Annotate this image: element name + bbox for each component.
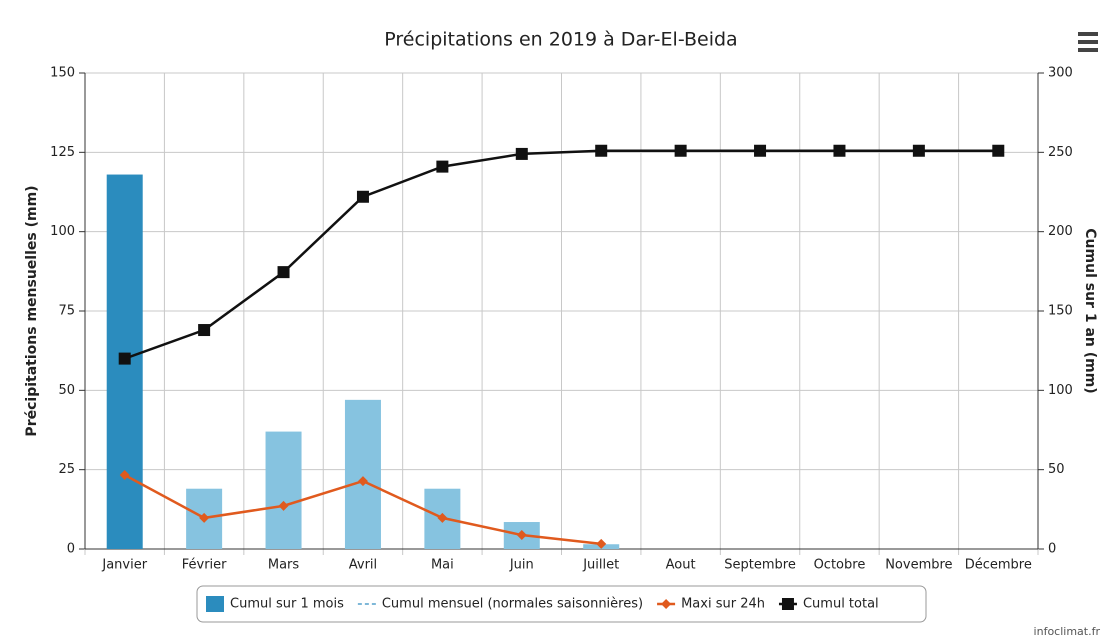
y2-tick-label: 300 <box>1048 66 1073 81</box>
y2-tick-label: 50 <box>1048 462 1065 477</box>
y-tick-label: 75 <box>58 304 75 319</box>
chart-title: Précipitations en 2019 à Dar-El-Beida <box>384 29 737 51</box>
x-tick-label: Septembre <box>724 558 796 573</box>
point <box>781 598 794 610</box>
bar <box>265 431 302 549</box>
point <box>515 147 528 160</box>
point <box>118 352 131 365</box>
y-tick-label: 125 <box>50 145 75 160</box>
y2-tick-label: 150 <box>1048 304 1073 319</box>
y-tick-label: 100 <box>50 224 75 239</box>
point <box>278 500 289 511</box>
point <box>119 470 130 481</box>
menu-button[interactable] <box>1076 28 1100 56</box>
y-axis-title: Précipitations mensuelles (mm) <box>24 185 40 436</box>
line <box>124 149 999 360</box>
credit: infoclimat.fr <box>1034 625 1101 638</box>
point <box>437 512 448 523</box>
point <box>277 266 290 279</box>
x-tick-label: Février <box>182 558 227 573</box>
x-tick-label: Juillet <box>582 558 619 573</box>
x-tick-label: Octobre <box>814 558 866 573</box>
x-tick-label: Juin <box>509 558 534 573</box>
y2-tick-label: 200 <box>1048 224 1073 239</box>
x-tick-label: Mars <box>268 558 300 573</box>
y2-tick-label: 250 <box>1048 145 1073 160</box>
point <box>356 190 369 203</box>
point <box>516 530 527 541</box>
point <box>674 144 687 157</box>
point <box>198 324 211 337</box>
y2-tick-label: 100 <box>1048 383 1073 398</box>
point <box>661 599 672 609</box>
point <box>436 160 449 173</box>
point <box>992 144 1005 157</box>
point <box>357 476 368 487</box>
x-tick-label: Décembre <box>965 558 1032 573</box>
x-tick-label: Novembre <box>885 558 952 573</box>
x-tick-label: Mai <box>431 558 454 573</box>
menu-bar[interactable] <box>1078 48 1098 52</box>
y-tick-label: 25 <box>58 462 75 477</box>
legend-swatch <box>206 596 224 612</box>
point <box>595 144 608 157</box>
legend-label: Cumul total <box>803 597 879 612</box>
legend-label: Cumul mensuel (normales saisonnières) <box>382 597 643 612</box>
legend-label: Maxi sur 24h <box>681 597 765 612</box>
y-tick-label: 150 <box>50 66 75 81</box>
legend-label: Cumul sur 1 mois <box>230 597 344 612</box>
menu-bar[interactable] <box>1078 32 1098 36</box>
y-tick-label: 0 <box>67 542 75 557</box>
point <box>596 538 607 549</box>
y2-axis-title: Cumul sur 1 an (mm) <box>1082 228 1098 393</box>
legend-box <box>196 585 927 623</box>
point <box>833 144 846 157</box>
y2-tick-label: 0 <box>1048 542 1056 557</box>
x-tick-label: Aout <box>666 558 696 573</box>
y-tick-label: 50 <box>58 383 75 398</box>
x-tick-label: Avril <box>349 558 377 573</box>
bar <box>344 399 381 549</box>
x-tick-label: Janvier <box>101 558 147 573</box>
point <box>754 144 767 157</box>
point <box>199 512 210 523</box>
point <box>912 144 925 157</box>
menu-bar[interactable] <box>1078 40 1098 44</box>
